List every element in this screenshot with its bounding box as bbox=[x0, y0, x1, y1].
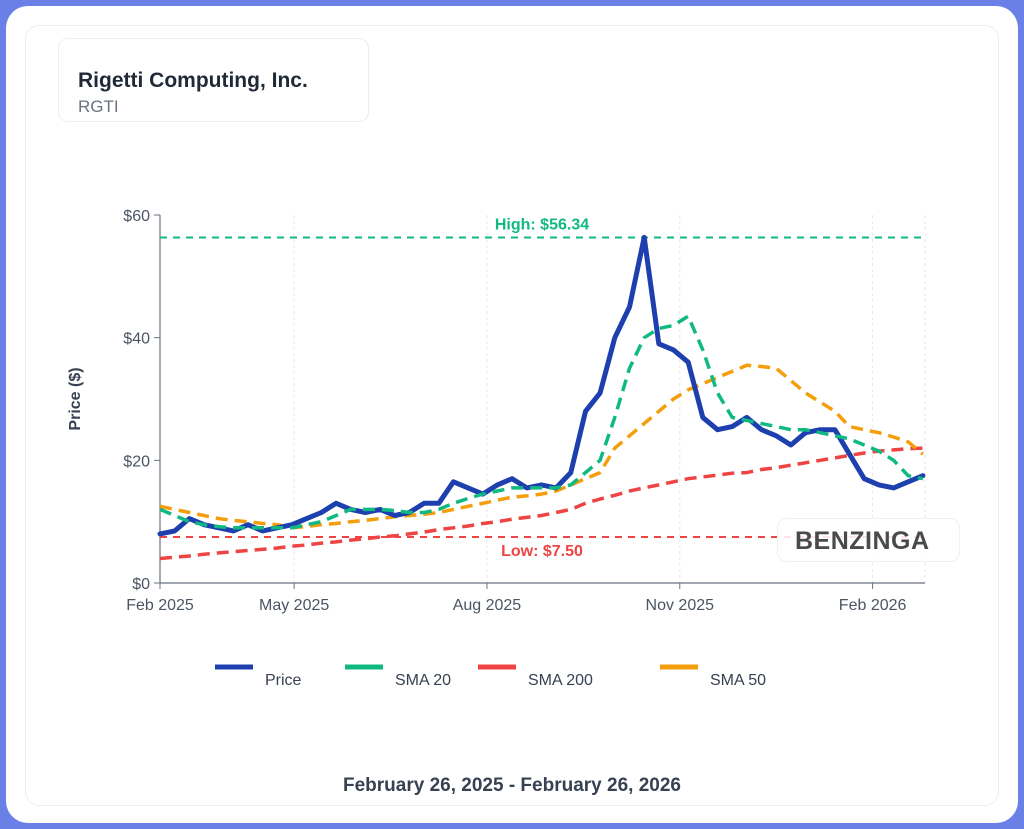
series-line-price bbox=[157, 234, 926, 537]
low-label: Low: $7.50 bbox=[501, 543, 583, 560]
y-tick-label: $40 bbox=[123, 331, 150, 348]
benzinga-watermark: BENZINGA bbox=[777, 518, 960, 562]
legend-label: SMA 200 bbox=[528, 672, 593, 689]
y-axis-title: Price ($) bbox=[67, 367, 84, 430]
legend-label: SMA 50 bbox=[710, 672, 766, 689]
y-tick-label: $60 bbox=[123, 208, 150, 225]
date-range: February 26, 2025 - February 26, 2026 bbox=[343, 775, 681, 796]
x-tick-label: May 2025 bbox=[259, 597, 329, 614]
y-tick-label: $20 bbox=[123, 453, 150, 470]
watermark-text: BENZINGA bbox=[795, 527, 930, 555]
x-tick-label: Feb 2025 bbox=[126, 597, 194, 614]
series-line-sma-20 bbox=[159, 314, 924, 530]
series-line-sma-200 bbox=[159, 446, 923, 561]
x-tick-label: Aug 2025 bbox=[453, 597, 522, 614]
ticker-symbol: RGTI bbox=[78, 97, 119, 116]
legend-label: SMA 20 bbox=[395, 672, 451, 689]
y-tick-label: $0 bbox=[132, 576, 150, 593]
legend-label: Price bbox=[265, 672, 302, 689]
title-box: Rigetti Computing, Inc. RGTI bbox=[58, 38, 369, 122]
x-tick-label: Nov 2025 bbox=[646, 597, 715, 614]
series-line-sma-50 bbox=[159, 363, 925, 530]
x-tick-label: Feb 2026 bbox=[839, 597, 907, 614]
company-name: Rigetti Computing, Inc. bbox=[78, 69, 308, 92]
high-label: High: $56.34 bbox=[495, 216, 589, 233]
